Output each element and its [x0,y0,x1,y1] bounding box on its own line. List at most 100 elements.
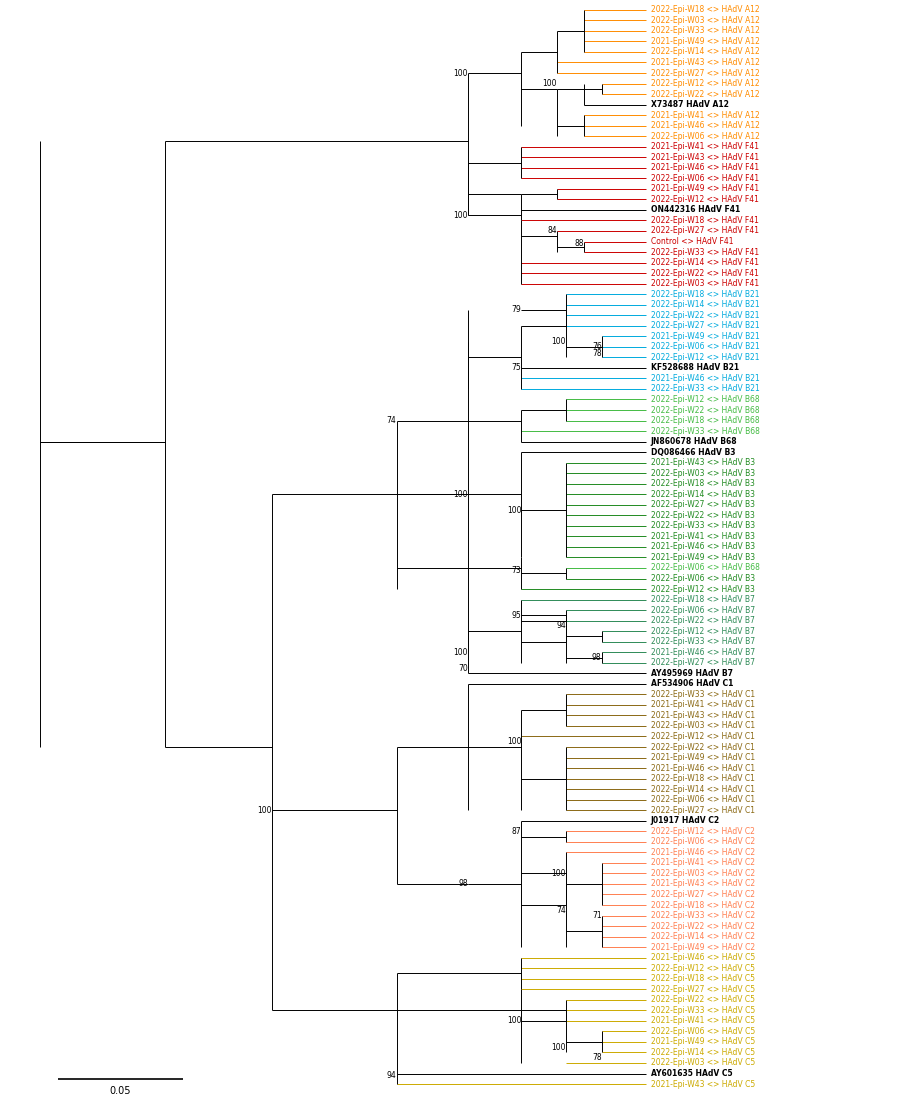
Text: 2021-Epi-W41 <> HAdV C1: 2021-Epi-W41 <> HAdV C1 [651,700,754,709]
Text: 87: 87 [512,827,521,836]
Text: 70: 70 [458,664,468,673]
Text: 100: 100 [454,647,468,656]
Text: 2022-Epi-W22 <> HAdV C2: 2022-Epi-W22 <> HAdV C2 [651,922,754,930]
Text: 100: 100 [454,210,468,220]
Text: 2022-Epi-W33 <> HAdV A12: 2022-Epi-W33 <> HAdV A12 [651,26,760,35]
Text: 2022-Epi-W33 <> HAdV F41: 2022-Epi-W33 <> HAdV F41 [651,248,759,257]
Text: 98: 98 [592,653,601,662]
Text: 94: 94 [556,621,566,631]
Text: 2021-Epi-W41 <> HAdV C5: 2021-Epi-W41 <> HAdV C5 [651,1016,755,1025]
Text: 2022-Epi-W14 <> HAdV F41: 2022-Epi-W14 <> HAdV F41 [651,258,759,268]
Text: 100: 100 [507,738,521,746]
Text: 2021-Epi-W43 <> HAdV F41: 2021-Epi-W43 <> HAdV F41 [651,153,759,162]
Text: 2022-Epi-W27 <> HAdV C5: 2022-Epi-W27 <> HAdV C5 [651,984,755,994]
Text: AF534906 HAdV C1: AF534906 HAdV C1 [651,679,733,688]
Text: 2021-Epi-W46 <> HAdV B3: 2021-Epi-W46 <> HAdV B3 [651,543,755,552]
Text: 2021-Epi-W49 <> HAdV A12: 2021-Epi-W49 <> HAdV A12 [651,37,760,46]
Text: 2022-Epi-W03 <> HAdV C2: 2022-Epi-W03 <> HAdV C2 [651,869,755,877]
Text: 2022-Epi-W33 <> HAdV C5: 2022-Epi-W33 <> HAdV C5 [651,1006,755,1015]
Text: 2021-Epi-W46 <> HAdV F41: 2021-Epi-W46 <> HAdV F41 [651,163,759,172]
Text: 2021-Epi-W46 <> HAdV A12: 2021-Epi-W46 <> HAdV A12 [651,121,760,130]
Text: 2021-Epi-W49 <> HAdV F41: 2021-Epi-W49 <> HAdV F41 [651,184,759,194]
Text: 2022-Epi-W22 <> HAdV C1: 2022-Epi-W22 <> HAdV C1 [651,742,754,752]
Text: 2022-Epi-W06 <> HAdV A12: 2022-Epi-W06 <> HAdV A12 [651,132,760,141]
Text: 2022-Epi-W14 <> HAdV B21: 2022-Epi-W14 <> HAdV B21 [651,301,760,309]
Text: 78: 78 [592,1054,601,1062]
Text: 2022-Epi-W12 <> HAdV B3: 2022-Epi-W12 <> HAdV B3 [651,585,754,593]
Text: 2022-Epi-W03 <> HAdV B3: 2022-Epi-W03 <> HAdV B3 [651,469,755,478]
Text: 2022-Epi-W06 <> HAdV B68: 2022-Epi-W06 <> HAdV B68 [651,564,760,573]
Text: 2022-Epi-W18 <> HAdV B3: 2022-Epi-W18 <> HAdV B3 [651,479,754,488]
Text: 100: 100 [543,79,557,88]
Text: 2022-Epi-W06 <> HAdV C1: 2022-Epi-W06 <> HAdV C1 [651,795,755,804]
Text: 100: 100 [454,490,468,499]
Text: 2022-Epi-W18 <> HAdV B68: 2022-Epi-W18 <> HAdV B68 [651,416,760,425]
Text: 2022-Epi-W03 <> HAdV A12: 2022-Epi-W03 <> HAdV A12 [651,15,760,25]
Text: 2022-Epi-W12 <> HAdV C1: 2022-Epi-W12 <> HAdV C1 [651,732,754,741]
Text: 2022-Epi-W14 <> HAdV C5: 2022-Epi-W14 <> HAdV C5 [651,1048,755,1057]
Text: 2022-Epi-W22 <> HAdV B3: 2022-Epi-W22 <> HAdV B3 [651,511,754,520]
Text: 2022-Epi-W22 <> HAdV C5: 2022-Epi-W22 <> HAdV C5 [651,995,754,1004]
Text: 2021-Epi-W41 <> HAdV F41: 2021-Epi-W41 <> HAdV F41 [651,142,759,151]
Text: 2022-Epi-W27 <> HAdV C1: 2022-Epi-W27 <> HAdV C1 [651,806,754,815]
Text: 2022-Epi-W18 <> HAdV A12: 2022-Epi-W18 <> HAdV A12 [651,6,760,14]
Text: 2022-Epi-W27 <> HAdV B3: 2022-Epi-W27 <> HAdV B3 [651,500,754,510]
Text: 100: 100 [507,505,521,514]
Text: 2022-Epi-W06 <> HAdV F41: 2022-Epi-W06 <> HAdV F41 [651,174,759,183]
Text: JN860678 HAdV B68: JN860678 HAdV B68 [651,437,737,446]
Text: 76: 76 [592,342,601,351]
Text: ON442316 HAdV F41: ON442316 HAdV F41 [651,206,740,215]
Text: 2021-Epi-W49 <> HAdV B21: 2021-Epi-W49 <> HAdV B21 [651,331,760,341]
Text: 100: 100 [507,1016,521,1025]
Text: 88: 88 [574,239,584,248]
Text: 100: 100 [454,68,468,77]
Text: 2021-Epi-W41 <> HAdV C2: 2021-Epi-W41 <> HAdV C2 [651,859,754,868]
Text: 2022-Epi-W27 <> HAdV B21: 2022-Epi-W27 <> HAdV B21 [651,321,760,330]
Text: 2022-Epi-W12 <> HAdV F41: 2022-Epi-W12 <> HAdV F41 [651,195,759,204]
Text: 2021-Epi-W41 <> HAdV A12: 2021-Epi-W41 <> HAdV A12 [651,110,760,120]
Text: 79: 79 [511,305,521,315]
Text: 73: 73 [511,566,521,575]
Text: 2021-Epi-W46 <> HAdV C5: 2021-Epi-W46 <> HAdV C5 [651,953,755,962]
Text: 2021-Epi-W49 <> HAdV B3: 2021-Epi-W49 <> HAdV B3 [651,553,755,562]
Text: X73487 HAdV A12: X73487 HAdV A12 [651,100,728,109]
Text: Control <> HAdV F41: Control <> HAdV F41 [651,237,733,246]
Text: 2021-Epi-W46 <> HAdV B7: 2021-Epi-W46 <> HAdV B7 [651,647,755,656]
Text: 2021-Epi-W43 <> HAdV C1: 2021-Epi-W43 <> HAdV C1 [651,711,755,720]
Text: 2022-Epi-W14 <> HAdV A12: 2022-Epi-W14 <> HAdV A12 [651,47,760,56]
Text: 2022-Epi-W18 <> HAdV C2: 2022-Epi-W18 <> HAdV C2 [651,901,754,909]
Text: 2022-Epi-W33 <> HAdV C2: 2022-Epi-W33 <> HAdV C2 [651,911,755,920]
Text: 2022-Epi-W27 <> HAdV A12: 2022-Epi-W27 <> HAdV A12 [651,68,760,77]
Text: 2022-Epi-W12 <> HAdV C5: 2022-Epi-W12 <> HAdV C5 [651,963,754,972]
Text: 75: 75 [511,363,521,372]
Text: 2022-Epi-W06 <> HAdV B3: 2022-Epi-W06 <> HAdV B3 [651,574,755,584]
Text: 2022-Epi-W33 <> HAdV B7: 2022-Epi-W33 <> HAdV B7 [651,637,755,646]
Text: 95: 95 [511,611,521,620]
Text: 2022-Epi-W33 <> HAdV B21: 2022-Epi-W33 <> HAdV B21 [651,384,760,393]
Text: 74: 74 [387,416,397,425]
Text: AY495969 HAdV B7: AY495969 HAdV B7 [651,668,733,678]
Text: 100: 100 [257,806,272,815]
Text: 0.05: 0.05 [109,1087,130,1097]
Text: 2022-Epi-W06 <> HAdV B7: 2022-Epi-W06 <> HAdV B7 [651,606,755,614]
Text: 2022-Epi-W06 <> HAdV C2: 2022-Epi-W06 <> HAdV C2 [651,838,755,847]
Text: 2022-Epi-W06 <> HAdV B21: 2022-Epi-W06 <> HAdV B21 [651,342,760,351]
Text: 2022-Epi-W14 <> HAdV C2: 2022-Epi-W14 <> HAdV C2 [651,933,754,941]
Text: 2022-Epi-W03 <> HAdV F41: 2022-Epi-W03 <> HAdV F41 [651,280,759,288]
Text: 2021-Epi-W43 <> HAdV B3: 2021-Epi-W43 <> HAdV B3 [651,458,755,467]
Text: 2022-Epi-W22 <> HAdV B68: 2022-Epi-W22 <> HAdV B68 [651,405,760,414]
Text: 2022-Epi-W22 <> HAdV A12: 2022-Epi-W22 <> HAdV A12 [651,89,760,99]
Text: 2022-Epi-W22 <> HAdV B21: 2022-Epi-W22 <> HAdV B21 [651,310,759,319]
Text: AY601635 HAdV C5: AY601635 HAdV C5 [651,1069,733,1078]
Text: 2021-Epi-W43 <> HAdV A12: 2021-Epi-W43 <> HAdV A12 [651,58,760,67]
Text: 2022-Epi-W33 <> HAdV B68: 2022-Epi-W33 <> HAdV B68 [651,426,760,436]
Text: 100: 100 [552,1043,566,1051]
Text: 2022-Epi-W03 <> HAdV C5: 2022-Epi-W03 <> HAdV C5 [651,1058,755,1068]
Text: 2021-Epi-W49 <> HAdV C1: 2021-Epi-W49 <> HAdV C1 [651,753,755,762]
Text: 2022-Epi-W18 <> HAdV B7: 2022-Epi-W18 <> HAdV B7 [651,595,754,604]
Text: 2022-Epi-W14 <> HAdV C1: 2022-Epi-W14 <> HAdV C1 [651,785,754,794]
Text: 2022-Epi-W12 <> HAdV B68: 2022-Epi-W12 <> HAdV B68 [651,395,760,404]
Text: 2021-Epi-W46 <> HAdV C1: 2021-Epi-W46 <> HAdV C1 [651,764,755,773]
Text: 2022-Epi-W27 <> HAdV B7: 2022-Epi-W27 <> HAdV B7 [651,658,754,667]
Text: 2022-Epi-W12 <> HAdV A12: 2022-Epi-W12 <> HAdV A12 [651,79,760,88]
